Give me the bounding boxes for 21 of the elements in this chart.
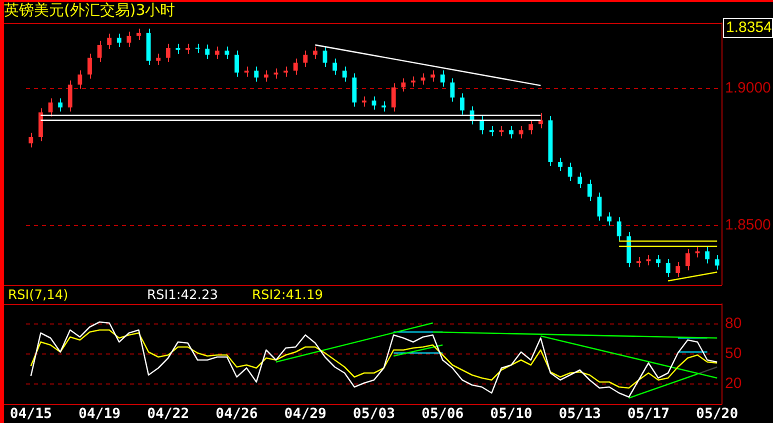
chart-title: RSI(7,14) <box>7 288 70 302</box>
x-tick-label: 05/20 <box>696 406 738 422</box>
x-tick-label: 04/29 <box>284 406 326 422</box>
x-tick-label: 04/19 <box>78 406 121 422</box>
x-tick-label: 04/26 <box>216 406 258 422</box>
x-tick-label: 05/17 <box>627 406 670 422</box>
chart-title: 英镑美元(外汇交易)3小时 <box>4 0 176 19</box>
y-tick-label: 1.9000 <box>725 80 771 97</box>
y-tick-label: 20 <box>725 375 742 392</box>
x-tick-label: 05/10 <box>490 406 532 422</box>
text: RSI2:41.19 <box>252 288 324 302</box>
x-tick-label: 05/03 <box>352 406 396 422</box>
y-tick-label: 1.8500 <box>725 216 771 234</box>
y-tick-label: 50 <box>725 345 742 362</box>
x-tick-label: 04/22 <box>147 406 190 422</box>
x-tick-label: 05/06 <box>422 406 464 422</box>
x-tick-label: 04/15 <box>10 406 52 422</box>
y-tick-label: 80 <box>725 315 742 332</box>
text: 1.8354 <box>723 18 773 38</box>
text: RSI1:42.23 <box>147 288 219 302</box>
x-tick-label: 05/13 <box>558 406 601 422</box>
